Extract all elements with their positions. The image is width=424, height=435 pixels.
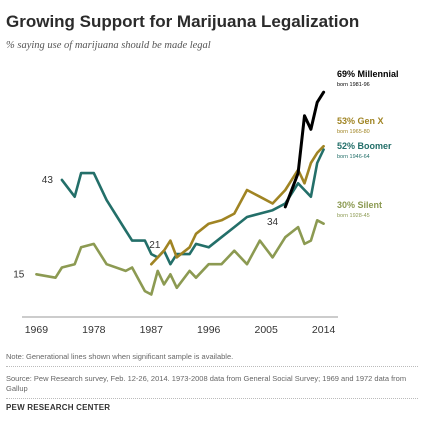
series-label-silent: 30% Silent — [337, 200, 382, 210]
series-line-boomer — [60, 148, 325, 266]
x-tick-label: 1996 — [197, 324, 221, 336]
chart-title: Growing Support for Marijuana Legalizati… — [6, 12, 360, 31]
series-sublabel-boomer: born 1946-64 — [337, 154, 370, 160]
series-label-millennial: 69% Millennial — [337, 69, 399, 79]
data-label: 15 — [13, 269, 25, 280]
chart-source: Source: Pew Research survey, Feb. 12-26,… — [6, 374, 407, 393]
series-line-gen-x — [150, 144, 325, 266]
data-label: 43 — [42, 175, 54, 186]
data-label: 34 — [267, 217, 279, 228]
data-label: 21 — [149, 240, 161, 251]
chart-subtitle: % saying use of marijuana should be made… — [6, 40, 211, 51]
x-tick-label: 1987 — [140, 324, 164, 336]
series-label-gen-x: 53% Gen X — [337, 116, 384, 126]
series-sublabel-millennial: born 1981-96 — [337, 82, 370, 88]
divider — [6, 398, 418, 399]
x-tick-label: 2014 — [312, 324, 336, 336]
series-label-boomer: 52% Boomer — [337, 141, 392, 151]
series-line-millennial — [283, 90, 326, 209]
series-line-silent — [35, 219, 325, 296]
x-tick-label: 1978 — [82, 324, 106, 336]
divider — [6, 366, 418, 367]
org-name: PEW RESEARCH CENTER — [6, 403, 111, 412]
line-chart: 1969 1978 1987 1996 2005 2014 69% Millennial bo… — [13, 69, 399, 336]
series-sublabel-gen-x: born 1965-80 — [337, 129, 370, 135]
chart-note: Note: Generational lines shown when sign… — [6, 352, 234, 361]
series-sublabel-silent: born 1928-45 — [337, 213, 370, 219]
x-tick-label: 2005 — [254, 324, 278, 336]
x-tick-label: 1969 — [25, 324, 49, 336]
